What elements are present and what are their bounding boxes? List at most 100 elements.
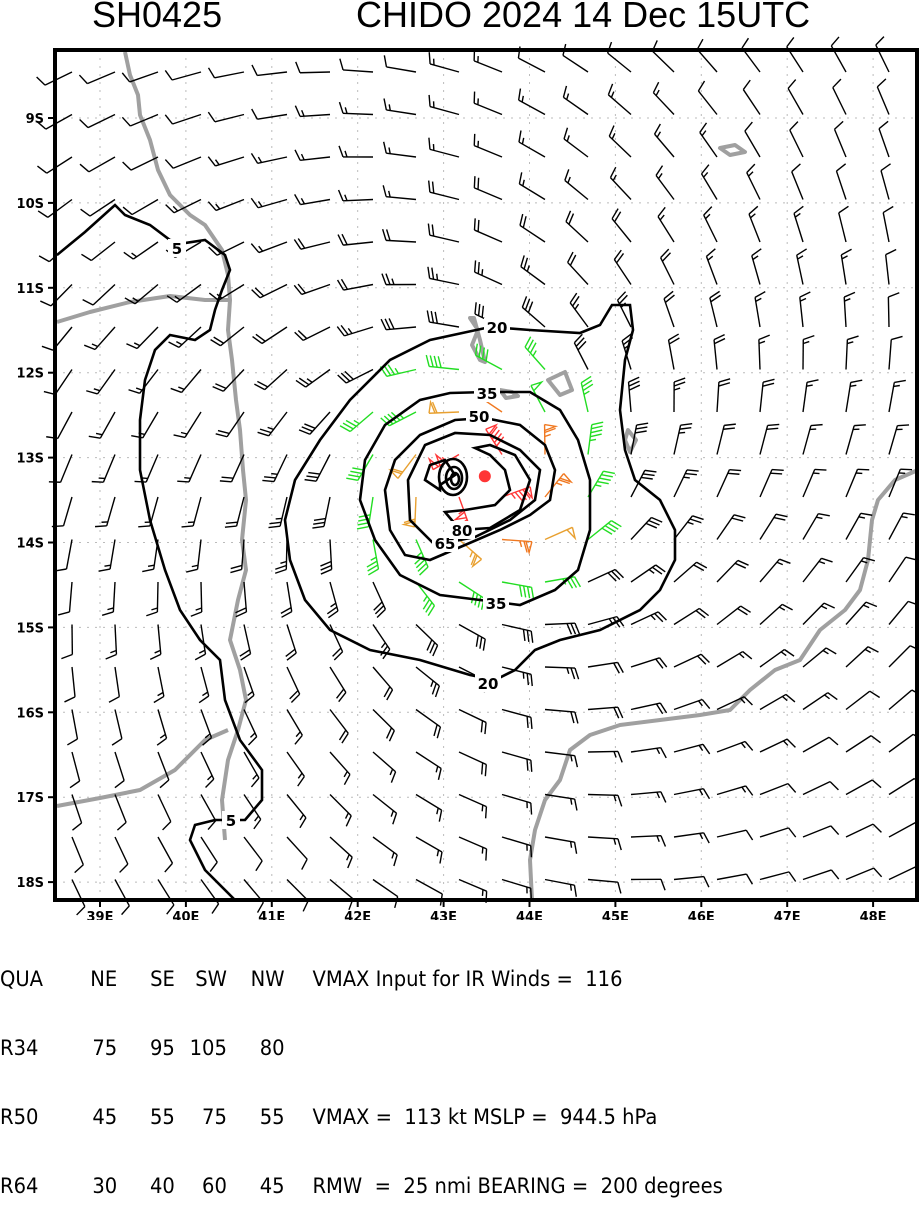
wind-barb	[702, 165, 717, 200]
wind-barb	[384, 99, 416, 115]
wind-barb	[629, 377, 640, 412]
wind-barb	[846, 469, 869, 497]
wind-barb	[803, 469, 826, 497]
wind-barb	[609, 126, 631, 157]
wind-barb	[588, 662, 623, 673]
wind-barb	[846, 824, 881, 837]
wind-barb	[664, 291, 674, 327]
wind-barb	[58, 582, 72, 615]
wind-barb	[115, 752, 124, 788]
cell: 95	[117, 1037, 175, 1060]
header-qua: QUA	[0, 968, 60, 991]
wind-barb	[244, 710, 257, 745]
wind-barb	[889, 513, 915, 539]
cell: 40	[117, 1175, 175, 1198]
wind-barb	[474, 92, 502, 115]
cell: 55	[227, 1106, 285, 1129]
wind-barb	[367, 540, 379, 575]
wind-barb	[717, 379, 730, 412]
wind-barb	[294, 284, 330, 294]
contour-label: 20	[487, 319, 508, 337]
wind-barb	[674, 378, 685, 412]
lon-tick-label: 43E	[430, 910, 457, 920]
wind-barb	[710, 291, 721, 327]
wind-barb	[844, 292, 855, 327]
wind-barb	[846, 558, 875, 582]
wind-barb	[209, 242, 244, 255]
wind-barb	[158, 752, 169, 788]
wind-barb	[81, 200, 115, 217]
wind-barb	[846, 513, 872, 539]
wind-barb	[747, 164, 760, 199]
wind-barb	[655, 124, 674, 157]
wind-barb	[429, 52, 459, 72]
wind-barb	[833, 79, 846, 114]
wind-barb	[800, 292, 811, 327]
wind-barb	[502, 752, 532, 772]
wind-barb	[618, 292, 631, 327]
wind-barb	[131, 412, 158, 438]
wind-barb	[252, 109, 287, 119]
wind-barb	[115, 837, 128, 872]
wind-barb	[474, 134, 502, 157]
wind-barb	[760, 872, 796, 882]
wind-barb	[674, 516, 704, 540]
lat-tick-label: 9S	[26, 112, 44, 127]
lon-tick-label: 41E	[258, 910, 285, 920]
wind-barb	[146, 582, 158, 616]
wind-barb	[612, 209, 631, 242]
wind-barb	[889, 823, 919, 837]
wind-barb	[674, 562, 707, 582]
wind-barb	[165, 70, 201, 80]
wind-barb	[760, 784, 796, 795]
wind-barb	[545, 623, 579, 634]
wind-barb	[287, 752, 304, 786]
wind-barb	[474, 49, 502, 72]
wind-barb	[674, 608, 709, 624]
wind-barb	[135, 455, 158, 483]
wind-barb	[697, 39, 717, 72]
wind-barb	[519, 131, 545, 157]
wind-barb	[338, 234, 373, 245]
wind-barb	[208, 157, 244, 166]
wind-barb	[631, 836, 665, 847]
wind-barb	[803, 514, 830, 540]
wind-barb	[330, 752, 350, 785]
wind-barb	[568, 252, 588, 284]
wind-barb	[803, 336, 814, 370]
wind-barb	[95, 497, 115, 527]
wind-barb	[459, 752, 486, 776]
wind-barb	[545, 474, 571, 497]
lat-tick-label: 11S	[17, 282, 44, 297]
wind-barb	[886, 249, 896, 284]
wind-barb	[742, 38, 760, 72]
wind-barb	[743, 80, 760, 114]
wind-barb	[545, 527, 575, 539]
wind-barb	[835, 121, 846, 157]
wind-barb	[717, 652, 752, 667]
wind-barb	[383, 229, 416, 242]
wind-barb	[631, 518, 662, 540]
wind-barb	[295, 150, 330, 160]
wind-barb	[384, 142, 416, 157]
cell: 30	[60, 1175, 118, 1198]
wind-barb	[296, 62, 330, 73]
wind-barb	[717, 606, 751, 624]
lat-tick-label: 15S	[17, 621, 44, 636]
wind-barb	[608, 42, 631, 72]
wind-barb	[588, 751, 622, 762]
wind-barb	[330, 880, 353, 910]
wind-barb	[287, 710, 302, 745]
wind-barb	[760, 514, 787, 539]
wind-barb	[574, 334, 588, 369]
wind-barb	[674, 744, 710, 754]
wind-barb	[760, 559, 790, 582]
wind-barb	[251, 242, 287, 253]
wind-barb	[253, 327, 287, 343]
wind-barb	[674, 470, 699, 497]
wind-barb	[165, 157, 201, 168]
wind-barb	[123, 157, 158, 170]
wind-barb	[330, 667, 346, 702]
wind-barb	[320, 540, 331, 575]
